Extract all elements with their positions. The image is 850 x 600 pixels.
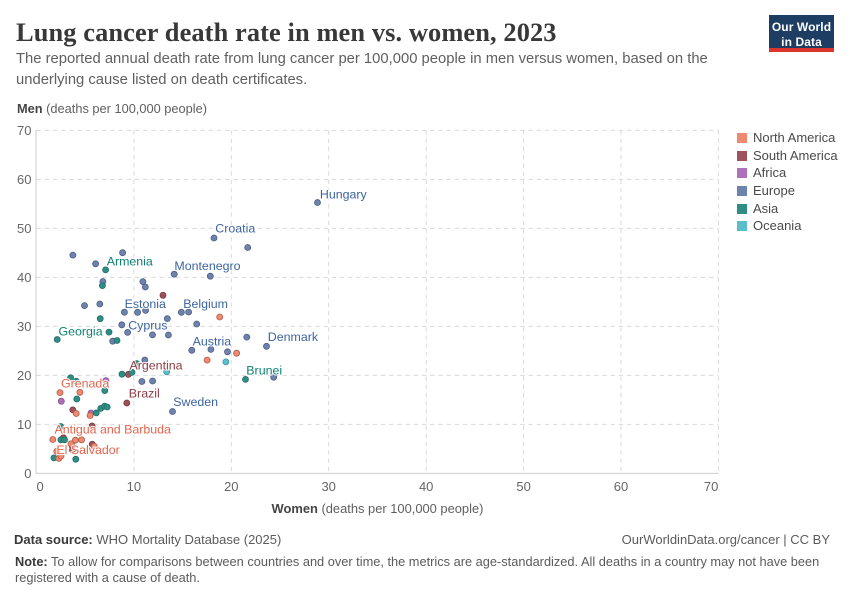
svg-text:Grenada: Grenada xyxy=(61,377,109,391)
svg-text:Argentina: Argentina xyxy=(130,358,183,372)
svg-text:Belgium: Belgium xyxy=(183,297,228,311)
svg-text:60: 60 xyxy=(614,479,628,494)
svg-text:Armenia: Armenia xyxy=(107,255,153,269)
svg-text:70: 70 xyxy=(17,123,31,138)
svg-text:0: 0 xyxy=(24,466,31,481)
svg-text:Georgia: Georgia xyxy=(59,324,103,338)
svg-text:10: 10 xyxy=(127,479,141,494)
svg-text:Antigua and Barbuda: Antigua and Barbuda xyxy=(55,423,172,437)
svg-text:Brunei: Brunei xyxy=(246,363,282,377)
svg-text:Austria: Austria xyxy=(193,335,232,349)
svg-text:Estonia: Estonia xyxy=(125,297,166,311)
svg-text:Sweden: Sweden xyxy=(173,395,218,409)
svg-text:El Salvador: El Salvador xyxy=(56,443,119,457)
svg-text:Brazil: Brazil xyxy=(129,387,160,401)
svg-text:40: 40 xyxy=(17,270,31,285)
svg-text:Montenegro: Montenegro xyxy=(174,259,240,273)
svg-text:Denmark: Denmark xyxy=(268,330,319,344)
svg-text:60: 60 xyxy=(17,172,31,187)
svg-text:0: 0 xyxy=(37,479,44,494)
svg-text:20: 20 xyxy=(17,368,31,383)
svg-text:Hungary: Hungary xyxy=(320,188,368,202)
svg-text:10: 10 xyxy=(17,417,31,432)
svg-text:30: 30 xyxy=(17,319,31,334)
svg-text:Cyprus: Cyprus xyxy=(128,318,167,332)
svg-text:50: 50 xyxy=(516,479,530,494)
svg-text:20: 20 xyxy=(224,479,238,494)
svg-text:50: 50 xyxy=(17,221,31,236)
svg-text:30: 30 xyxy=(321,479,335,494)
svg-text:70: 70 xyxy=(704,479,718,494)
svg-text:40: 40 xyxy=(419,479,433,494)
svg-text:Croatia: Croatia xyxy=(215,222,255,236)
